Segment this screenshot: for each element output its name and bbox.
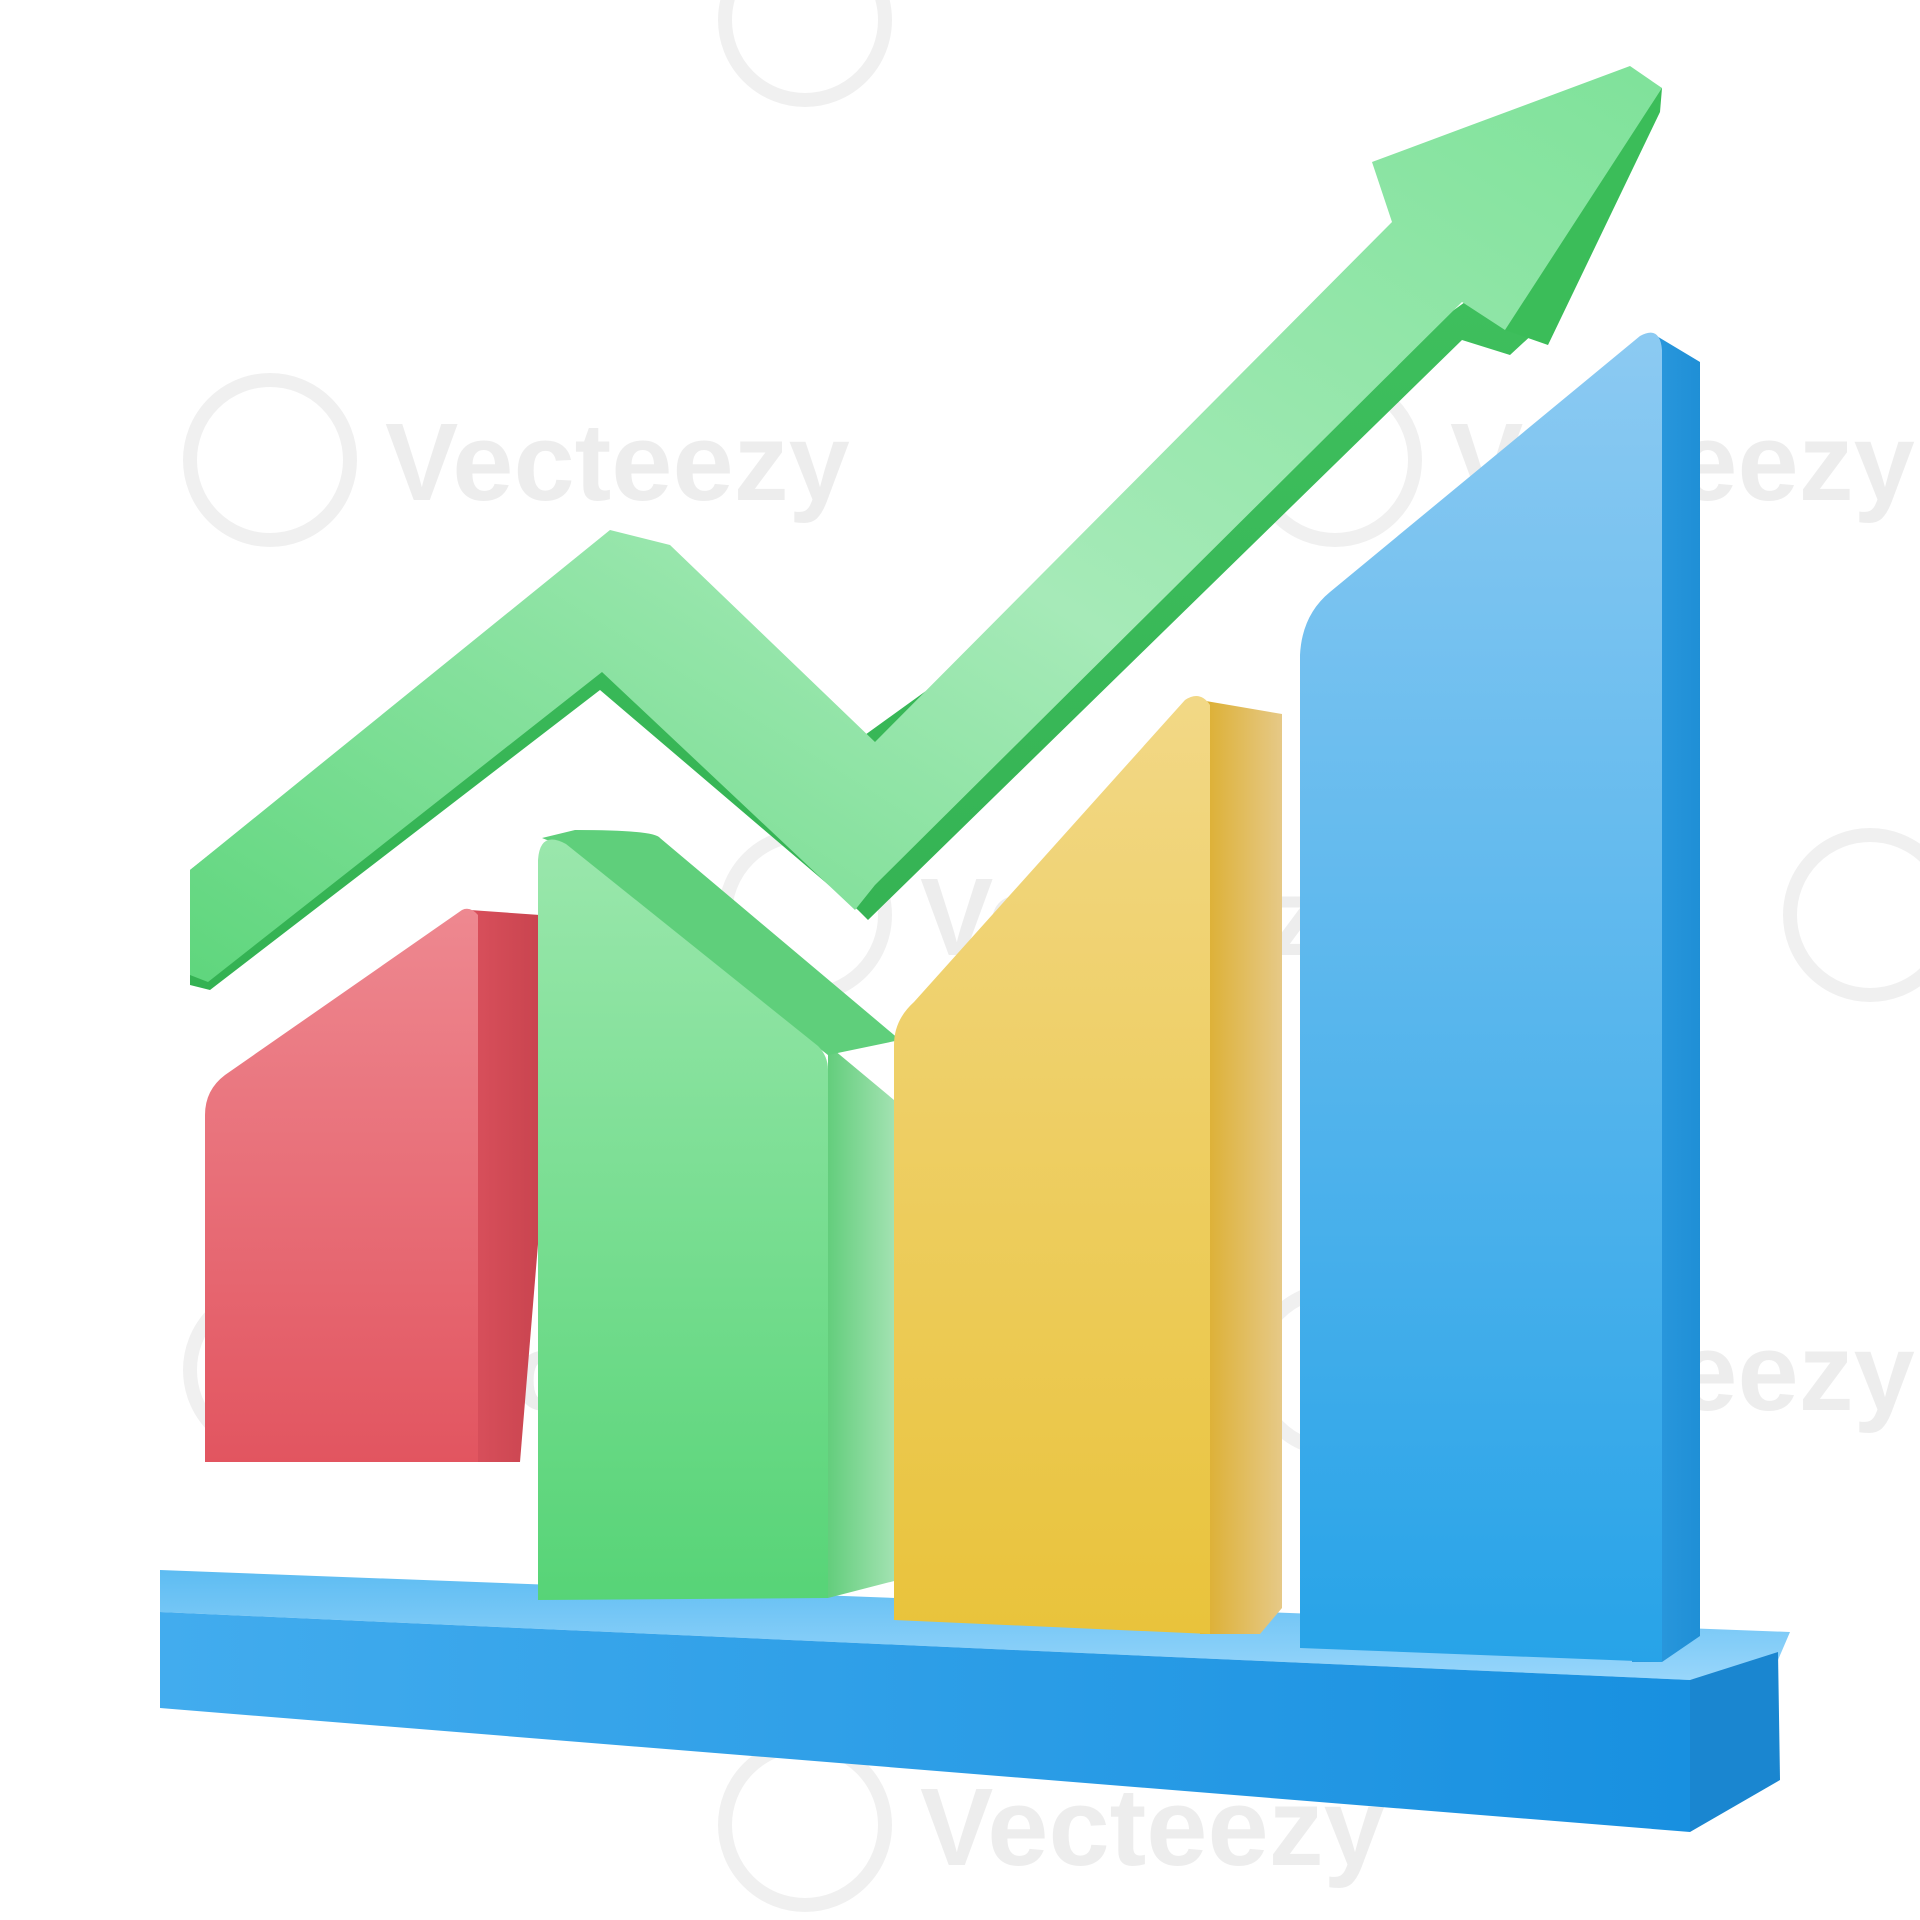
green-bar — [538, 830, 900, 1600]
blue-bar — [1300, 332, 1700, 1662]
base-front-face — [160, 1612, 1690, 1832]
green-bar-side — [810, 1030, 900, 1598]
yellow-bar-front — [894, 696, 1210, 1634]
watermark-text: Vecteezy — [385, 401, 850, 524]
green-bar-top — [542, 830, 900, 1055]
red-bar — [205, 908, 540, 1462]
blue-bar-front — [1300, 332, 1662, 1662]
arrow-body — [190, 66, 1662, 982]
red-bar-side — [470, 910, 540, 1462]
yellow-bar — [894, 696, 1282, 1634]
growth-arrow-icon — [190, 66, 1662, 990]
base-side-face — [1690, 1652, 1780, 1832]
yellow-bar-side — [1200, 700, 1282, 1634]
red-bar-front — [205, 908, 478, 1462]
green-bar-front — [538, 839, 828, 1600]
